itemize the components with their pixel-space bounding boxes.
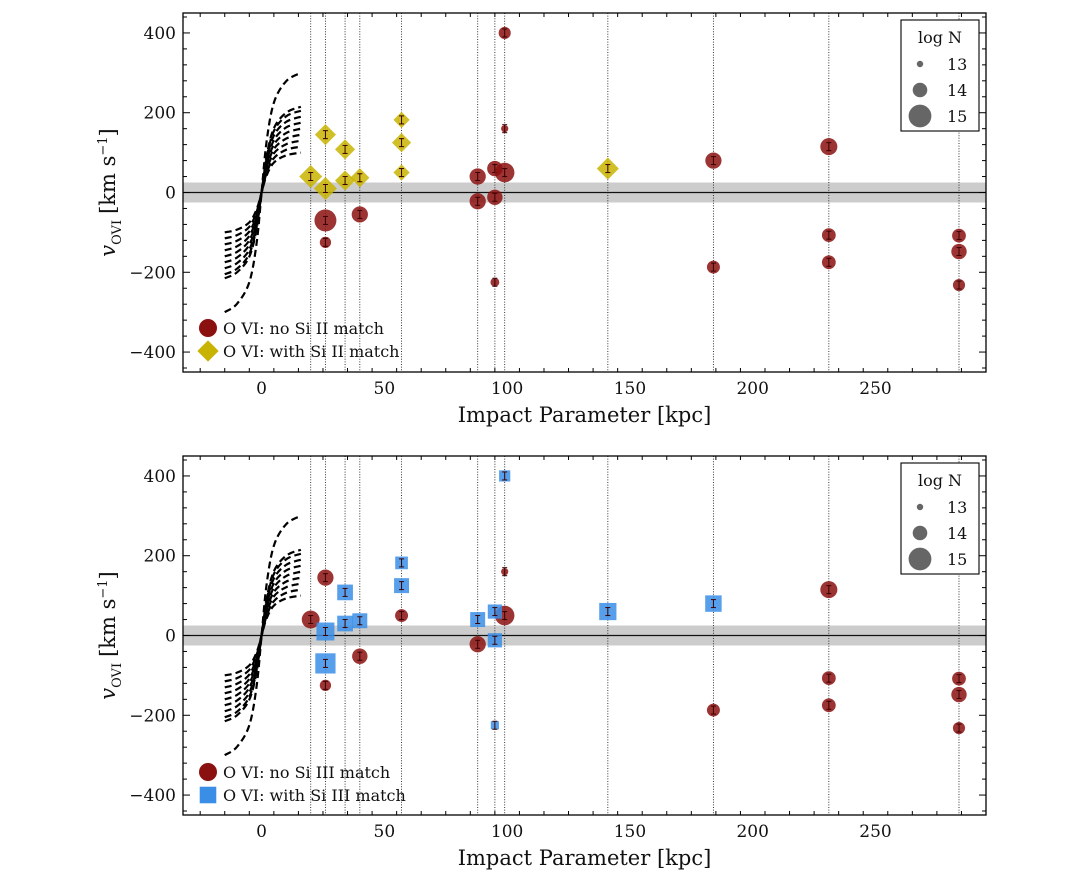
size-legend-marker (908, 547, 932, 571)
size-legend-label: 14 (947, 81, 967, 100)
size-legend-marker (912, 82, 928, 98)
rotation-curve (224, 133, 302, 252)
x-tick-label: 200 (736, 379, 768, 399)
x-tick-label: 100 (491, 822, 523, 842)
x-tick-label: 200 (736, 822, 768, 842)
y-tick-label: −200 (129, 263, 176, 283)
legend-marker (199, 786, 217, 804)
x-tick-label: 250 (859, 379, 891, 399)
size-legend-label: 15 (947, 550, 967, 569)
size-legend-label: 13 (947, 55, 967, 74)
legend-label: O VI: no Si III match (223, 763, 390, 782)
legend-marker (197, 340, 219, 362)
x-tick-label: 100 (491, 379, 523, 399)
rotation-curve (224, 588, 302, 683)
x-axis-label: Impact Parameter [kpc] (458, 403, 712, 427)
size-legend-title: log N (918, 471, 962, 490)
y-tick-label: 0 (165, 184, 176, 204)
size-legend-label: 14 (947, 524, 967, 543)
y-tick-label: 200 (144, 104, 176, 124)
size-legend-title: log N (918, 28, 962, 47)
plot-area (183, 456, 986, 815)
rotation-curve (224, 576, 302, 695)
x-tick-label: 0 (256, 822, 267, 842)
x-tick-label: 50 (374, 379, 396, 399)
x-axis-label: Impact Parameter [kpc] (458, 846, 712, 870)
legend-label: O VI: with Si III match (223, 786, 406, 805)
legend-label: O VI: with Si II match (223, 342, 399, 361)
size-legend-label: 15 (947, 107, 967, 126)
size-legend-label: 13 (947, 498, 967, 517)
size-legend-marker (916, 60, 924, 68)
y-tick-label: −200 (129, 706, 176, 726)
chart-panel-top: 0 50 100 150 200 250 −400 −200 0 200 400 Impact Par… (96, 12, 987, 427)
x-tick-label: 50 (374, 822, 396, 842)
y-tick-label: 400 (144, 24, 176, 44)
rotation-curve (224, 145, 302, 240)
y-tick-label: 200 (144, 547, 176, 567)
x-tick-label: 0 (256, 379, 267, 399)
y-tick-label: 0 (165, 627, 176, 647)
size-legend-marker (908, 104, 932, 128)
legend-marker (199, 319, 217, 337)
size-legend-marker (916, 503, 924, 511)
y-axis-label: vOVI[km s−1] (96, 571, 125, 700)
x-tick-label: 150 (614, 379, 646, 399)
legend-marker (199, 763, 217, 781)
size-legend-marker (912, 525, 928, 541)
x-tick-label: 250 (859, 822, 891, 842)
chart-panel-bottom: 0 50 100 150 200 250 −400 −200 0 200 400 Impact Par… (96, 455, 987, 870)
y-tick-label: −400 (129, 786, 176, 806)
y-tick-label: 400 (144, 467, 176, 487)
y-axis-label: vOVI[km s−1] (96, 128, 125, 257)
y-tick-label: −400 (129, 343, 176, 363)
rotation-curve (224, 548, 302, 723)
rotation-curve (224, 105, 302, 280)
x-tick-label: 150 (614, 822, 646, 842)
legend-label: O VI: no Si II match (223, 319, 384, 338)
